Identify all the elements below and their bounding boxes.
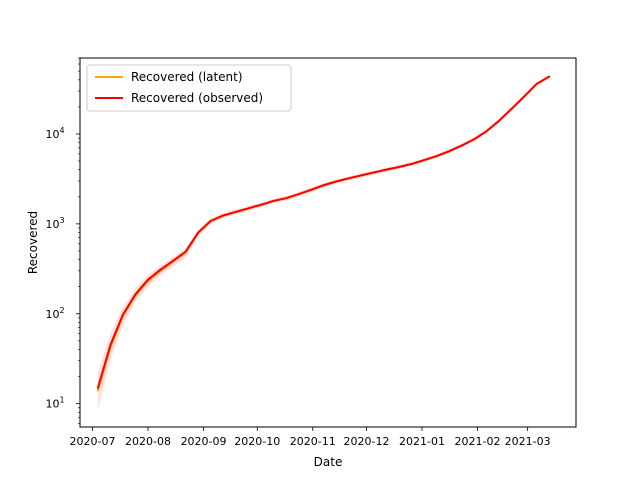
y-tick-mantissa: 10 [45, 218, 59, 231]
x-axis-ticks: 2020-07 2020-08 2020-09 2020-10 2020-11 2020-… [70, 427, 551, 448]
x-tick-label: 2020-09 [181, 435, 227, 448]
y-tick-label: 101 [45, 396, 64, 411]
y-tick-mantissa: 10 [45, 128, 59, 141]
legend-label-0: Recovered (latent) [131, 70, 243, 84]
series-line-1 [96, 75, 551, 389]
axes-frame [79, 57, 577, 428]
x-axis-label: Date [314, 455, 343, 469]
x-tick-label: 2020-12 [344, 435, 390, 448]
y-tick-exponent: 1 [59, 396, 64, 405]
y-tick-label: 103 [45, 216, 64, 231]
legend-box [86, 64, 292, 112]
x-tick-label: 2021-03 [505, 435, 551, 448]
series-layer [96, 75, 551, 392]
x-tick-label: 2020-07 [70, 435, 116, 448]
y-tick-mantissa: 10 [45, 398, 59, 411]
y-axis-label: Recovered [26, 211, 40, 274]
y-tick-mantissa: 10 [45, 308, 59, 321]
legend: Recovered (latent) Recovered (observed) [86, 64, 292, 112]
x-tick-label: 2021-01 [399, 435, 445, 448]
x-tick-label: 2021-02 [455, 435, 501, 448]
y-tick-label: 104 [45, 126, 64, 141]
x-tick-label: 2020-10 [234, 435, 280, 448]
y-tick-exponent: 3 [59, 216, 64, 225]
x-tick-label: 2020-11 [290, 435, 336, 448]
y-tick-exponent: 2 [59, 306, 64, 315]
x-tick-label: 2020-08 [125, 435, 171, 448]
y-tick-exponent: 4 [59, 126, 64, 135]
y-tick-label: 102 [45, 306, 64, 321]
legend-label-1: Recovered (observed) [131, 91, 263, 105]
